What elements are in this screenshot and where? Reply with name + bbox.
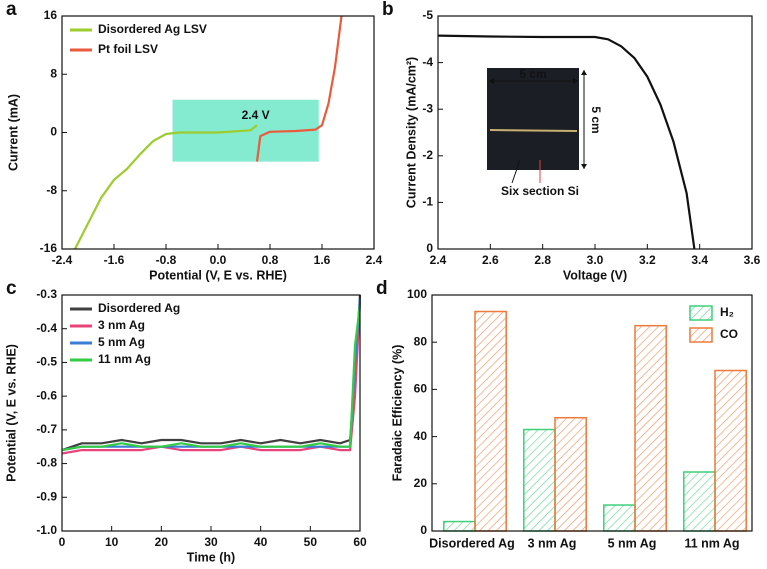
x-tick-label: 10: [105, 535, 119, 549]
y-axis-label: Potential (V, E vs. RHE): [4, 344, 18, 482]
legend-swatch: [689, 305, 713, 321]
y-tick-label: -0.6: [36, 388, 57, 402]
bar: [554, 416, 587, 532]
legend-label: 3 nm Ag: [98, 318, 145, 332]
y-tick-label: -0.5: [36, 355, 57, 369]
y-tick-label: -1.0: [36, 523, 57, 537]
x-tick-label: 20: [155, 535, 169, 549]
x-tick-label: 40: [254, 535, 268, 549]
y-tick-label: -5: [422, 8, 433, 22]
x-tick-label: 1.6: [314, 253, 331, 267]
annotation: 2.4 V: [242, 108, 270, 122]
inset-label: Six section Si: [501, 184, 579, 198]
data-line: [74, 124, 258, 250]
y-tick-label: -0.8: [36, 456, 57, 470]
x-tick-label: -0.8: [156, 253, 177, 267]
y-tick-label: 100: [407, 287, 427, 301]
y-tick-label: 60: [414, 382, 428, 396]
y-tick-label: 16: [44, 8, 58, 22]
x-tick-label: 0.0: [210, 253, 227, 267]
x-tick-label: 3 nm Ag: [528, 536, 577, 550]
bar: [443, 520, 476, 532]
y-tick-label: -4: [422, 55, 433, 69]
y-tick-label: 40: [414, 429, 428, 443]
x-axis-label: Voltage (V): [563, 268, 627, 282]
x-tick-label: 0.8: [262, 253, 279, 267]
bar: [603, 504, 636, 532]
y-tick-label: -0.3: [36, 287, 57, 301]
y-tick-label: -1: [422, 195, 433, 209]
legend-label: H₂: [720, 305, 734, 319]
data-line: [255, 15, 343, 162]
y-tick-label: -3: [422, 101, 433, 115]
data-line: [61, 304, 362, 452]
panel-letter: b: [382, 0, 394, 20]
x-tick-label: -2.4: [52, 253, 73, 267]
x-tick-label: 2.6: [482, 253, 499, 267]
bar: [634, 324, 667, 532]
y-tick-label: -8: [46, 183, 57, 197]
x-tick-label: 30: [204, 535, 218, 549]
inset-photo: [487, 68, 587, 184]
x-tick-label: 2.8: [534, 253, 551, 267]
x-tick-label: 2.4: [430, 253, 447, 267]
bar: [474, 310, 507, 532]
data-line: [437, 34, 696, 250]
legend-swatch: [689, 327, 713, 343]
bar: [523, 428, 556, 532]
x-tick-label: -1.6: [104, 253, 125, 267]
x-tick-label: Disordered Ag: [429, 536, 515, 550]
legend-label: Disordered Ag: [98, 301, 180, 315]
data-line: [61, 294, 362, 452]
data-line: [61, 301, 362, 455]
x-tick-label: 3.0: [587, 253, 604, 267]
inset-label: 5 cm: [519, 67, 546, 81]
plot-frame: [61, 15, 375, 250]
x-tick-label: 50: [304, 535, 318, 549]
y-axis-label: Current Density (mA/cm²): [404, 57, 418, 208]
x-axis-label: Time (h): [187, 550, 235, 564]
legend-label: Pt foil LSV: [98, 42, 158, 56]
y-tick-label: -0.4: [36, 321, 57, 335]
legend-label: Disordered Ag LSV: [98, 22, 207, 36]
y-tick-label: 0: [50, 125, 57, 139]
x-tick-label: 3.2: [639, 253, 656, 267]
x-tick-label: 5 nm Ag: [608, 536, 657, 550]
x-tick-label: 3.6: [744, 253, 761, 267]
y-tick-label: -2: [422, 148, 433, 162]
y-tick-label: 0: [426, 241, 433, 255]
x-tick-label: 11 nm Ag: [684, 536, 739, 550]
plot-frame: [61, 294, 361, 532]
panel-letter: c: [6, 278, 17, 299]
x-tick-label: 60: [353, 535, 367, 549]
y-tick-label: 80: [414, 334, 428, 348]
plot-frame: [431, 294, 753, 532]
legend-label: 11 nm Ag: [98, 352, 151, 366]
legend-label: 5 nm Ag: [98, 335, 145, 349]
x-tick-label: 3.4: [691, 253, 708, 267]
y-tick-label: -0.9: [36, 489, 57, 503]
y-tick-label: 8: [50, 66, 57, 80]
y-tick-label: 20: [414, 476, 428, 490]
x-tick-label: 2.4: [366, 253, 383, 267]
panel-letter: d: [376, 278, 388, 299]
plot-frame: [437, 15, 753, 250]
x-axis-label: Potential (V, E vs. RHE): [149, 268, 287, 282]
y-tick-label: 0: [420, 523, 427, 537]
bar: [714, 369, 747, 532]
legend-label: CO: [720, 327, 738, 341]
bar: [683, 471, 716, 532]
y-axis-label: Current (mA): [6, 94, 20, 171]
inset-label: 5 cm: [589, 106, 603, 133]
y-axis-label: Faradaic Efficiency (%): [390, 345, 404, 482]
y-tick-label: -16: [40, 241, 58, 255]
x-tick-label: 0: [59, 535, 66, 549]
panel-letter: a: [6, 0, 17, 20]
y-tick-label: -0.7: [36, 422, 57, 436]
